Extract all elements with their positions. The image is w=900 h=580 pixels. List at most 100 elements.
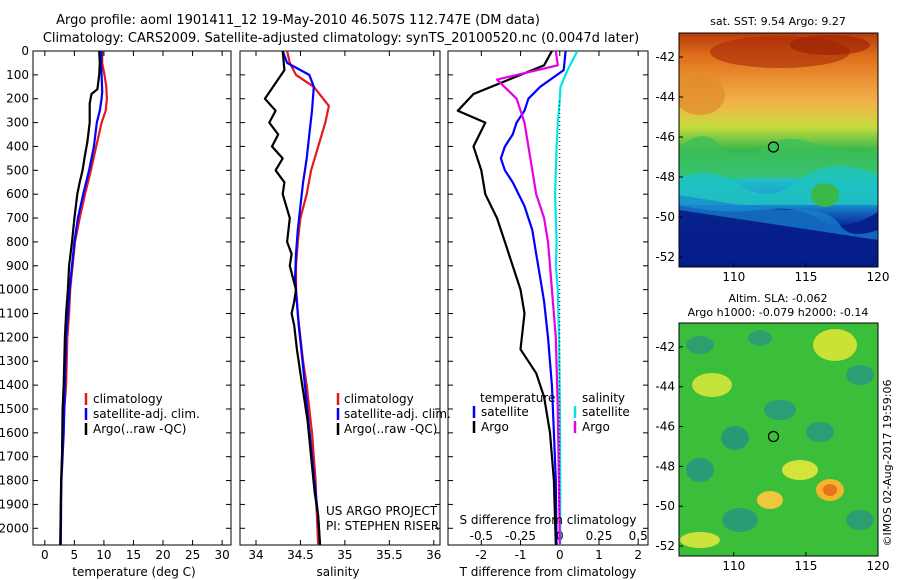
depth-tick-label: 1000: [0, 283, 29, 297]
depth-tick-label: 700: [6, 211, 29, 225]
x-tick-label: -2: [475, 548, 487, 562]
depth-tick-label: 1300: [0, 354, 29, 368]
sst-map-title: sat. SST: 9.54 Argo: 9.27: [710, 15, 846, 28]
depth-tick-label: 800: [6, 235, 29, 249]
depth-tick-label: 1900: [0, 497, 29, 511]
legend-label-climatology: climatology: [93, 392, 163, 406]
project-annotation: US ARGO PROJECT: [326, 504, 438, 518]
longitude-tick-label: 120: [867, 270, 890, 284]
depth-tick-label: 300: [6, 116, 29, 130]
depth-tick-label: 400: [6, 139, 29, 153]
depth-tick-label: 600: [6, 187, 29, 201]
argo-location-marker: [767, 141, 780, 153]
depth-tick-label: 1200: [0, 330, 29, 344]
legend-label-t-satellite: satellite: [481, 405, 529, 419]
latitude-tick-label: -48: [655, 459, 675, 473]
legend-label-climatology: climatology: [344, 392, 414, 406]
depth-tick-label: 1500: [0, 402, 29, 416]
legend-label-satellite: satellite-adj. clim.: [93, 407, 200, 421]
x-tick-label: 30: [214, 548, 229, 562]
legend-label-argo: Argo(..raw -QC): [344, 422, 437, 436]
difference-legend: temperature salinity satellite Argo sate…: [472, 391, 630, 434]
x-tick-label: 10: [96, 548, 111, 562]
salinity-plot-frame: [239, 50, 441, 546]
sla-map-subtitle: Argo h1000: -0.079 h2000: -0.14: [688, 306, 869, 319]
x-tick-label: -1: [515, 548, 527, 562]
s-tick-label: -0.25: [505, 529, 536, 543]
sla-map-frame: [678, 322, 879, 557]
x-tick-label: 34: [248, 548, 263, 562]
depth-tick-label: 200: [6, 92, 29, 106]
series-line-satellite: [499, 51, 567, 545]
legend-label-satellite: satellite-adj. clim.: [344, 407, 451, 421]
series-line-argo: [456, 51, 557, 545]
x-tick-label: 25: [185, 548, 200, 562]
salinity-legend: climatology satellite-adj. clim. Argo(..…: [336, 392, 451, 436]
x-tick-label: 35: [337, 548, 352, 562]
sla-map-image: [679, 323, 878, 556]
legend-label-s-argo: Argo: [582, 420, 610, 434]
temperature-legend: climatology satellite-adj. clim. Argo(..…: [84, 392, 200, 436]
x-tick-label: 1: [595, 548, 603, 562]
depth-tick-label: 1400: [0, 378, 29, 392]
figure-title: Argo profile: aoml 1901411_12 19-May-201…: [56, 13, 540, 28]
depth-tick-label: 100: [6, 68, 29, 82]
latitude-tick-label: -48: [655, 170, 675, 184]
depth-tick-label: 1700: [0, 450, 29, 464]
longitude-tick-label: 110: [722, 559, 745, 573]
s-tick-label: 0.5: [629, 529, 648, 543]
s-tick-label: -0.5: [470, 529, 493, 543]
legend-heading-salinity: salinity: [582, 391, 625, 405]
series-line-climatology: [286, 51, 330, 545]
latitude-tick-label: -42: [655, 340, 675, 354]
x-tick-label: 15: [126, 548, 141, 562]
series-line-satellite-adj-clim-: [281, 51, 322, 545]
depth-tick-label: 900: [6, 259, 29, 273]
salinity-axis-label: salinity: [316, 565, 359, 579]
x-tick-label: 34.5: [287, 548, 314, 562]
latitude-tick-label: -46: [655, 130, 675, 144]
series-line-argo-raw-qc-: [59, 51, 101, 545]
latitude-tick-label: -46: [655, 420, 675, 434]
x-tick-label: 0: [556, 548, 564, 562]
difference-plot-frame: [447, 50, 649, 546]
sla-map-title: Altim. SLA: -0.062: [728, 292, 827, 305]
figure-subtitle: Climatology: CARS2009. Satellite-adjuste…: [43, 31, 639, 46]
longitude-tick-label: 120: [867, 559, 890, 573]
legend-heading-temperature: temperature: [480, 391, 555, 405]
longitude-tick-label: 115: [794, 559, 817, 573]
latitude-tick-label: -42: [655, 50, 675, 64]
longitude-tick-label: 110: [722, 270, 745, 284]
series-line-argo-raw-qc-: [263, 51, 322, 545]
x-tick-label: 36: [426, 548, 441, 562]
legend-label-s-satellite: satellite: [582, 405, 630, 419]
latitude-tick-label: -52: [655, 250, 675, 264]
temperature-plot-frame: [32, 50, 232, 546]
x-tick-label: 2: [634, 548, 642, 562]
sst-map-frame: [678, 32, 879, 268]
depth-tick-label: 2000: [0, 521, 29, 535]
s-difference-axis-label: S difference from climatology: [460, 513, 637, 527]
x-tick-label: 20: [155, 548, 170, 562]
depth-tick-label: 1100: [0, 307, 29, 321]
latitude-tick-label: -44: [655, 90, 675, 104]
depth-tick-label: 500: [6, 163, 29, 177]
latitude-tick-label: -52: [655, 539, 675, 553]
legend-label-argo: Argo(..raw -QC): [93, 422, 186, 436]
latitude-tick-label: -50: [655, 210, 675, 224]
t-difference-axis-label: T difference from climatology: [459, 565, 637, 579]
temperature-axis-label: temperature (deg C): [72, 565, 195, 579]
x-tick-label: 0: [41, 548, 49, 562]
s-tick-label: 0.25: [586, 529, 613, 543]
series-line-argo: [495, 51, 561, 545]
longitude-tick-label: 115: [794, 270, 817, 284]
imos-timestamp: ©IMOS 02-Aug-2017 19:59:06: [881, 380, 894, 547]
depth-tick-label: 1800: [0, 474, 29, 488]
depth-tick-label: 0: [21, 44, 29, 58]
latitude-tick-label: -44: [655, 380, 675, 394]
x-tick-label: 5: [71, 548, 79, 562]
x-tick-label: 35.5: [376, 548, 403, 562]
latitude-tick-label: -50: [655, 499, 675, 513]
pi-annotation: PI: STEPHEN RISER: [326, 519, 439, 533]
